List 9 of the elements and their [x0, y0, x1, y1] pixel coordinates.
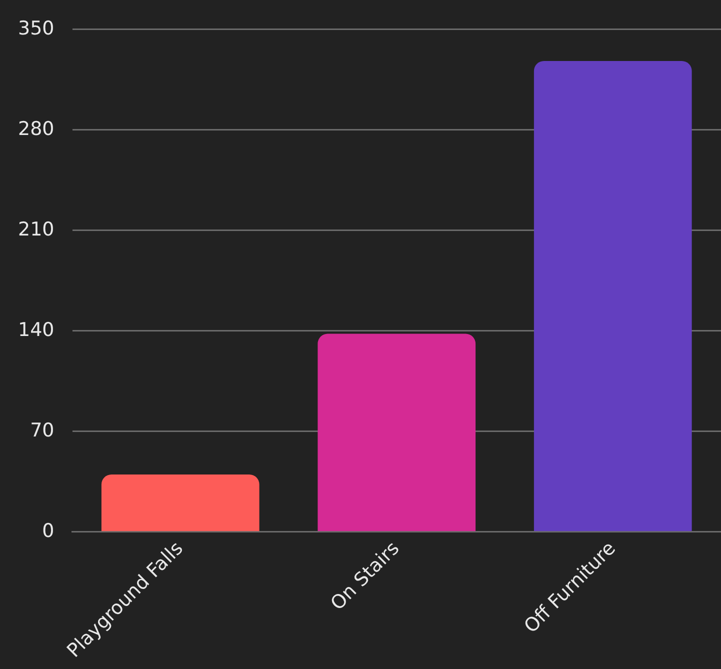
y-tick-label: 70 — [30, 419, 54, 442]
y-tick-label: 210 — [18, 218, 54, 240]
y-tick-label: 140 — [18, 318, 54, 341]
y-tick-label: 350 — [18, 17, 54, 40]
bar — [534, 60, 692, 532]
y-tick-label: 0 — [42, 520, 54, 542]
y-tick-label: 280 — [18, 118, 54, 140]
bar — [318, 334, 476, 532]
bar — [101, 474, 260, 532]
